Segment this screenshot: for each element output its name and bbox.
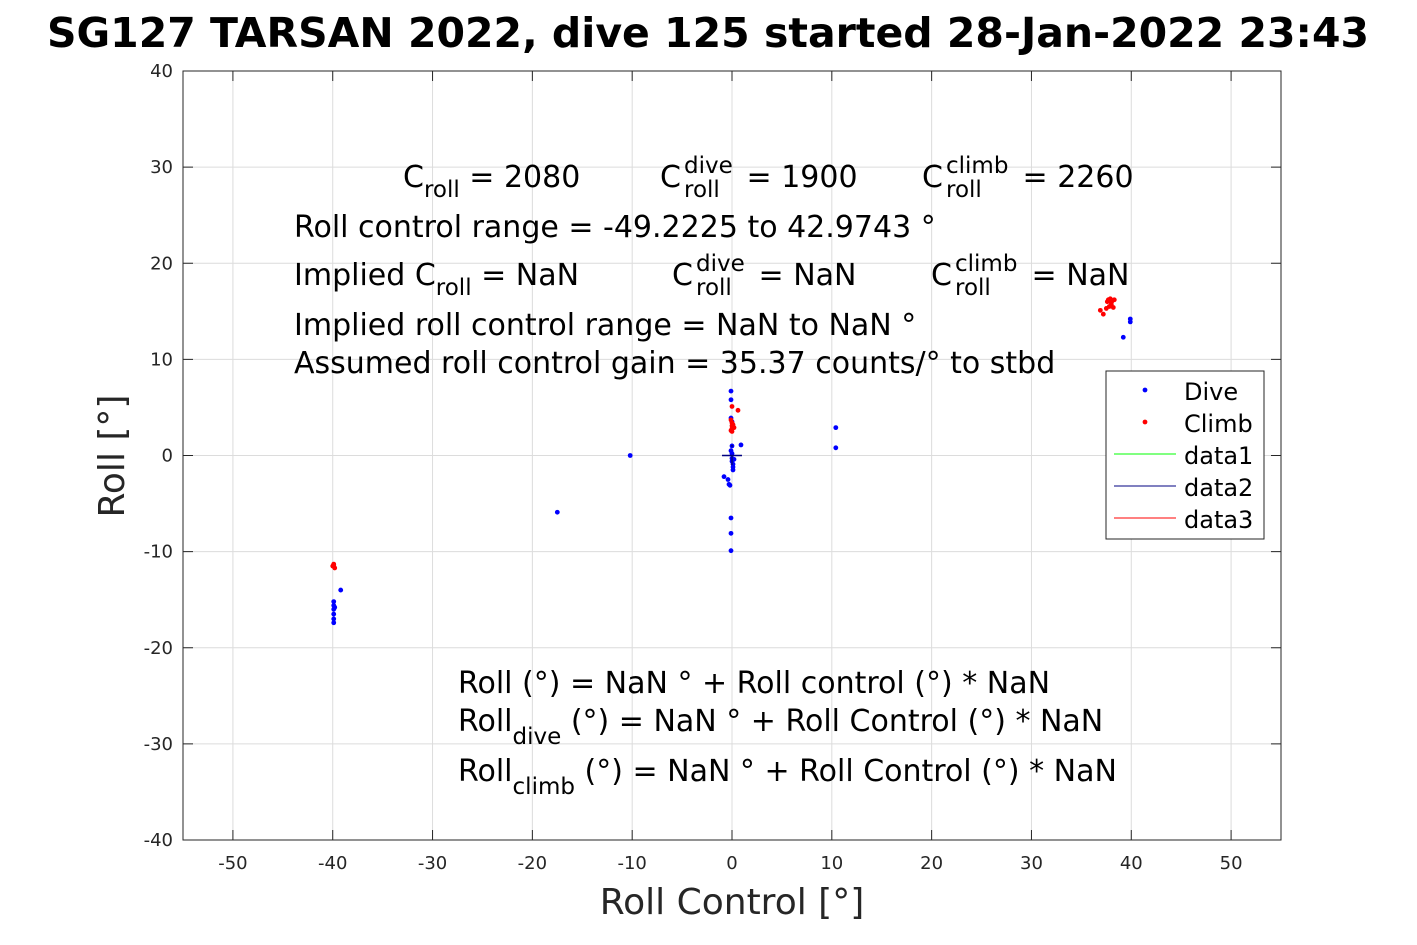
dive-point xyxy=(331,620,337,626)
dive-point xyxy=(331,611,337,617)
climb-point xyxy=(728,417,734,423)
x-axis-label: Roll Control [°] xyxy=(600,882,865,923)
y-tick-label: 10 xyxy=(150,349,173,370)
dive-point xyxy=(728,397,734,403)
dive-point xyxy=(331,599,337,605)
dive-point xyxy=(554,509,560,515)
dive-point xyxy=(833,445,839,451)
dive-point xyxy=(728,515,734,521)
annotation-eq-dive: Rolldive (°) = NaN ° + Roll Control (°) … xyxy=(458,704,1103,750)
dive-point xyxy=(332,604,338,610)
x-tick-label: -10 xyxy=(617,853,646,874)
y-tick-label: 30 xyxy=(150,157,173,178)
climb-point xyxy=(1100,311,1106,317)
climb-point xyxy=(729,404,735,409)
dive-point xyxy=(730,467,736,473)
annotation-gain: Assumed roll control gain = 35.37 counts… xyxy=(294,346,1055,381)
y-tick-label: -10 xyxy=(144,542,173,563)
y-tick-label: -20 xyxy=(144,638,173,659)
dive-point xyxy=(728,548,734,554)
x-tick-label: -30 xyxy=(418,853,447,874)
dive-point xyxy=(725,477,731,482)
y-axis-label: Roll [°] xyxy=(92,395,133,518)
y-tick-label: 20 xyxy=(150,253,173,274)
annotation-range: Roll control range = -49.2225 to 42.9743… xyxy=(294,210,936,245)
climb-point xyxy=(735,407,741,413)
dive-point xyxy=(728,388,734,394)
x-tick-label: 50 xyxy=(1220,853,1243,874)
dive-point xyxy=(721,474,727,480)
x-tick-label: -20 xyxy=(518,853,547,874)
dive-point xyxy=(728,448,734,454)
axis-ticks: -50 -40 -30 -20 -10 0 10 20 30 40 50 -40 -30 -20 -10 0 1… xyxy=(144,61,1281,874)
legend-label-climb: Climb xyxy=(1184,410,1253,438)
annotation-eq-all: Roll (°) = NaN ° + Roll control (°) * Na… xyxy=(458,666,1050,701)
dive-point xyxy=(331,616,337,622)
x-tick-label: 20 xyxy=(920,853,943,874)
y-tick-label: -40 xyxy=(144,830,173,851)
annotation-implied-range: Implied roll control range = NaN to NaN … xyxy=(294,308,916,343)
climb-point xyxy=(1111,297,1117,303)
climb-point xyxy=(1108,300,1114,306)
dive-point xyxy=(627,453,633,458)
climb-point xyxy=(728,428,734,433)
dive-point xyxy=(1127,316,1133,322)
y-tick-label: -30 xyxy=(144,734,173,755)
annotation-implied-c-roll: Implied Croll = NaN xyxy=(294,258,579,301)
climb-point xyxy=(1097,307,1103,313)
legend-items: Dive Climb data1 data2 data3 xyxy=(1114,378,1253,534)
legend: Dive Climb data1 data2 data3 xyxy=(1105,370,1265,540)
dive-point xyxy=(738,442,744,448)
climb-point xyxy=(1105,297,1111,303)
x-tick-label: 40 xyxy=(1120,853,1143,874)
x-tick-label: 30 xyxy=(1020,853,1043,874)
dive-point xyxy=(728,530,734,536)
climb-point xyxy=(1110,305,1116,310)
legend-label-data1: data1 xyxy=(1184,442,1253,470)
legend-marker-climb xyxy=(1142,419,1148,425)
y-tick-label: 0 xyxy=(162,446,173,467)
legend-label-data3: data3 xyxy=(1184,506,1253,534)
annotation-eq-climb: Rollclimb (°) = NaN ° + Roll Control (°)… xyxy=(458,754,1117,800)
x-tick-label: -50 xyxy=(218,853,247,874)
dive-point xyxy=(833,425,839,431)
legend-label-dive: Dive xyxy=(1184,378,1238,406)
dive-point xyxy=(338,587,344,593)
dive-point xyxy=(727,482,733,488)
x-tick-label: 0 xyxy=(726,853,737,874)
chart-title: SG127 TARSAN 2022, dive 125 started 28-J… xyxy=(47,9,1369,57)
dive-point xyxy=(731,456,737,462)
legend-marker-dive xyxy=(1142,387,1148,393)
data2-line-point xyxy=(731,444,733,447)
climb-point xyxy=(731,425,737,431)
climb-point xyxy=(331,562,337,568)
annotation-c-roll: Croll = 2080 xyxy=(403,160,580,203)
legend-box xyxy=(1105,370,1265,540)
x-tick-label: 10 xyxy=(820,853,843,874)
data-points xyxy=(330,296,1133,626)
legend-label-data2: data2 xyxy=(1184,474,1253,502)
y-tick-label: 40 xyxy=(150,61,173,82)
x-tick-label: -40 xyxy=(318,853,347,874)
dive-point xyxy=(1120,334,1126,340)
